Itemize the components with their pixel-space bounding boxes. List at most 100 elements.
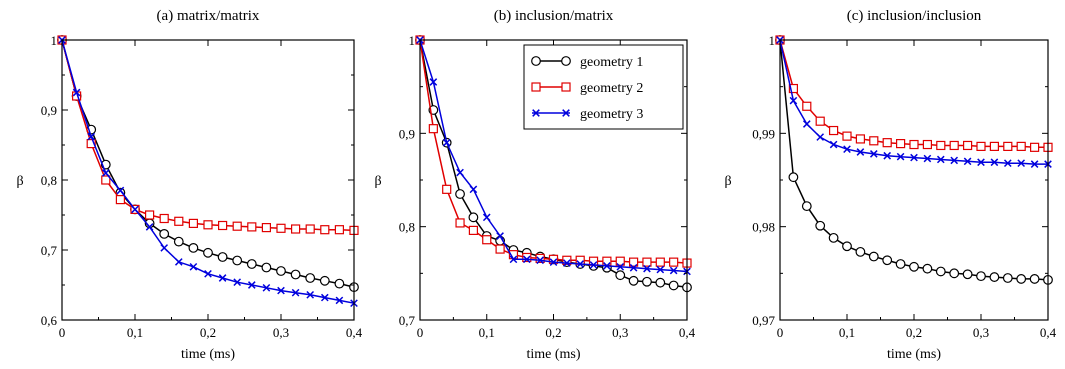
y-tick-label: 0,7 (399, 313, 416, 328)
data-point (883, 151, 892, 160)
x-tick-label: 0 (59, 325, 66, 340)
x-axis-label: time (ms) (181, 347, 235, 362)
legend-marker (561, 56, 571, 66)
data-point (1003, 159, 1012, 168)
y-axis-label: β (724, 174, 731, 189)
data-point (548, 254, 559, 264)
data-point (603, 262, 611, 270)
x-axis-label: time (ms) (887, 347, 941, 362)
x-tick-label: 0,4 (679, 325, 696, 340)
data-point (218, 274, 227, 282)
data-point (882, 138, 892, 148)
y-tick-label: 0,6 (41, 313, 58, 328)
y-tick-label: 1 (51, 33, 58, 48)
data-point (855, 134, 866, 144)
data-point (1030, 160, 1039, 168)
data-point (174, 216, 184, 226)
data-point (1029, 142, 1040, 152)
data-point (842, 131, 852, 141)
data-point (455, 218, 465, 228)
data-point (218, 220, 228, 231)
data-point (276, 266, 286, 276)
chart-title: (a) matrix/matrix (157, 8, 260, 24)
data-point (895, 259, 906, 269)
data-point (101, 175, 111, 185)
data-point (145, 223, 154, 231)
data-point (429, 78, 438, 86)
data-point (495, 244, 505, 254)
data-point (469, 185, 478, 194)
data-point (261, 262, 272, 273)
y-tick-label: 0,8 (41, 173, 57, 188)
data-point (188, 218, 198, 228)
data-point (922, 139, 933, 150)
data-point (815, 220, 826, 231)
data-point (232, 255, 243, 266)
x-tick-label: 0,2 (545, 325, 561, 340)
data-point (1003, 141, 1013, 151)
y-tick-label: 0,8 (399, 220, 415, 235)
y-axis-label: β (374, 174, 381, 189)
data-point (334, 278, 345, 289)
data-point (455, 189, 465, 199)
data-point (936, 140, 946, 151)
legend-label: geometry 2 (580, 81, 643, 96)
data-point (802, 101, 812, 111)
chart-panel-2: (c) inclusion/inclusion 0 0,1 0,2 0,3 0,4 0,97… (724, 8, 1056, 362)
data-point (261, 223, 271, 233)
data-point (131, 205, 139, 214)
data-point (855, 246, 866, 257)
legend-label: geometry 1 (580, 55, 643, 70)
x-tick-label: 0,4 (346, 325, 363, 340)
data-point (335, 296, 344, 305)
chart-title: (c) inclusion/inclusion (847, 8, 982, 24)
data-point (936, 155, 945, 164)
series-line (779, 39, 1049, 281)
data-point (669, 257, 679, 267)
y-tick-label: 0,9 (41, 103, 57, 118)
data-point (909, 139, 919, 150)
data-point (589, 261, 598, 269)
data-point (246, 259, 257, 269)
data-point (1002, 273, 1013, 283)
data-point (189, 262, 198, 271)
data-point (1016, 141, 1026, 151)
data-point (305, 273, 316, 283)
data-point (842, 241, 852, 252)
data-point (87, 132, 96, 141)
data-point (816, 133, 825, 141)
data-point (468, 212, 479, 223)
data-point (522, 255, 531, 264)
data-point (1029, 274, 1040, 284)
data-point (950, 156, 959, 165)
chart-panel-0: (a) matrix/matrix 0 0,1 0,2 0,3 0,4 0,6 0,7 0,8 0… (16, 8, 362, 362)
data-point (655, 277, 666, 288)
y-tick-label: 0,9 (399, 126, 415, 141)
data-point (869, 150, 878, 158)
legend-marker (562, 109, 570, 117)
data-point (910, 153, 918, 162)
legend-label: geometry 3 (580, 107, 643, 122)
data-point (101, 169, 110, 177)
x-tick-label: 0,4 (1040, 325, 1057, 340)
data-point (642, 257, 652, 267)
data-point (990, 158, 999, 167)
data-point (233, 278, 242, 287)
legend-marker (531, 82, 541, 92)
chart-title: (b) inclusion/matrix (494, 8, 614, 24)
data-point (319, 275, 330, 286)
data-point (159, 213, 169, 224)
data-point (656, 265, 665, 274)
data-point (509, 255, 518, 264)
data-point (468, 225, 478, 235)
data-point (868, 251, 879, 262)
data-point (563, 259, 571, 267)
x-tick-label: 0 (417, 325, 424, 340)
data-point (173, 236, 184, 247)
data-point (923, 154, 932, 163)
data-point (628, 257, 639, 267)
data-point (276, 223, 286, 233)
data-point (616, 262, 625, 271)
data-point (977, 158, 985, 167)
